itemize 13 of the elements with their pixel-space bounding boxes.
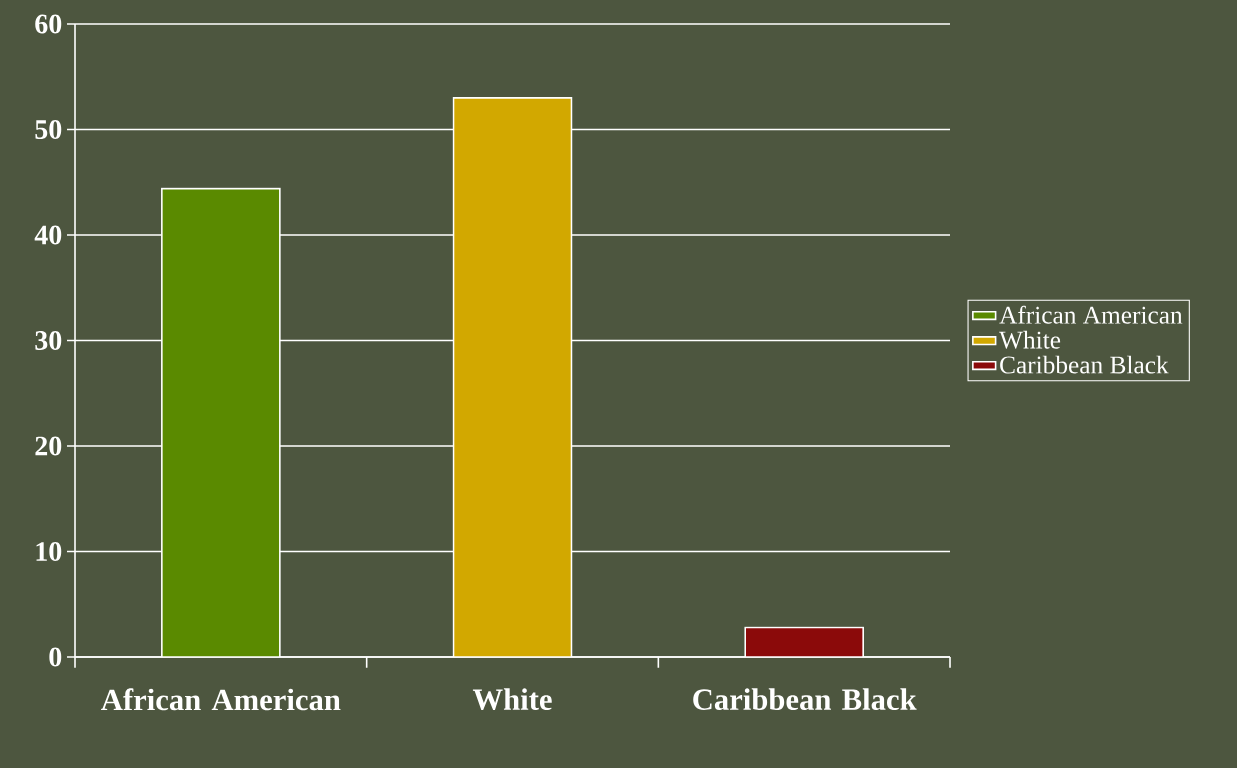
legend-label: White — [999, 330, 1061, 349]
x-tick-label: Caribbean Black — [693, 688, 917, 710]
y-tick-label: 40 — [34, 225, 62, 245]
y-tick-label: 10 — [36, 542, 62, 561]
legend-label: Caribbean Black — [1000, 355, 1169, 374]
x-tick-label: White — [472, 688, 552, 711]
y-tick-label: 50 — [35, 120, 62, 139]
y-tick-label: 60 — [35, 14, 62, 34]
x-tick-label: African American — [101, 688, 341, 711]
y-tick-label: 20 — [35, 436, 62, 456]
y-tick-label: 0 — [49, 647, 62, 667]
legend-label: African American — [999, 305, 1183, 324]
y-tick-label: 30 — [35, 331, 62, 350]
